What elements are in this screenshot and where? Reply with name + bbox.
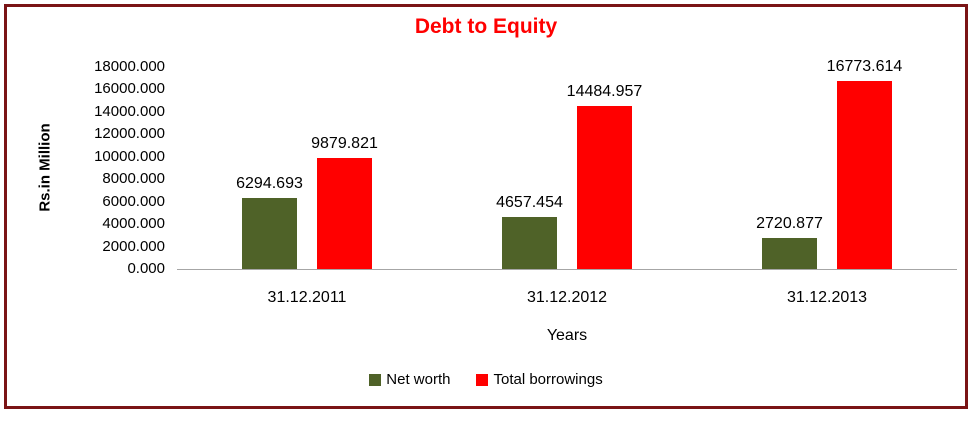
y-tick-label: 12000.000 xyxy=(94,125,165,143)
data-label: 4657.454 xyxy=(496,194,563,211)
legend-swatch-icon xyxy=(369,373,382,386)
y-tick-label: 18000.000 xyxy=(94,58,165,75)
x-category-label: 31.12.2011 xyxy=(267,289,347,306)
x-category-label: 31.12.2012 xyxy=(526,289,608,306)
legend: Net worth Total borrowings xyxy=(7,371,965,388)
bar-total-borrowings xyxy=(317,158,372,269)
legend-swatch-icon xyxy=(476,373,489,386)
data-label: 14484.957 xyxy=(566,83,643,100)
bar-total-borrowings xyxy=(577,106,632,269)
chart-frame: Debt to Equity Rs.in Million Years 0.000… xyxy=(4,4,968,409)
y-axis-title: Rs.in Million xyxy=(36,123,54,212)
x-axis-title: Years xyxy=(546,327,588,344)
y-tick-label: 2000.000 xyxy=(102,237,165,255)
legend-item-net-worth: Net worth xyxy=(369,371,450,388)
legend-label: Net worth xyxy=(386,371,451,388)
y-tick-label: 8000.000 xyxy=(102,170,165,188)
legend-item-total-borrowings: Total borrowings xyxy=(476,371,603,388)
y-tick-label: 4000.000 xyxy=(102,215,165,233)
y-tick-label: 14000.000 xyxy=(94,102,165,120)
data-label: 16773.614 xyxy=(826,58,903,75)
data-label: 2720.877 xyxy=(756,215,823,232)
data-label: 9879.821 xyxy=(311,135,378,152)
chart-title: Debt to Equity xyxy=(414,15,558,38)
chart-stage: Debt to Equity Rs.in Million Years 0.000… xyxy=(7,7,965,406)
bar-total-borrowings xyxy=(837,81,892,269)
y-tick-label: 10000.000 xyxy=(94,147,165,165)
x-category-label: 31.12.2013 xyxy=(786,289,868,306)
legend-label: Total borrowings xyxy=(493,371,603,388)
x-axis-line xyxy=(177,269,957,270)
y-tick-label: 16000.000 xyxy=(94,80,165,98)
y-tick-label: 6000.000 xyxy=(102,192,165,210)
data-label: 6294.693 xyxy=(236,175,303,192)
y-tick-label: 0.000 xyxy=(127,260,165,277)
bar-net-worth xyxy=(762,238,817,269)
bar-net-worth xyxy=(502,217,557,269)
bar-net-worth xyxy=(242,198,297,269)
